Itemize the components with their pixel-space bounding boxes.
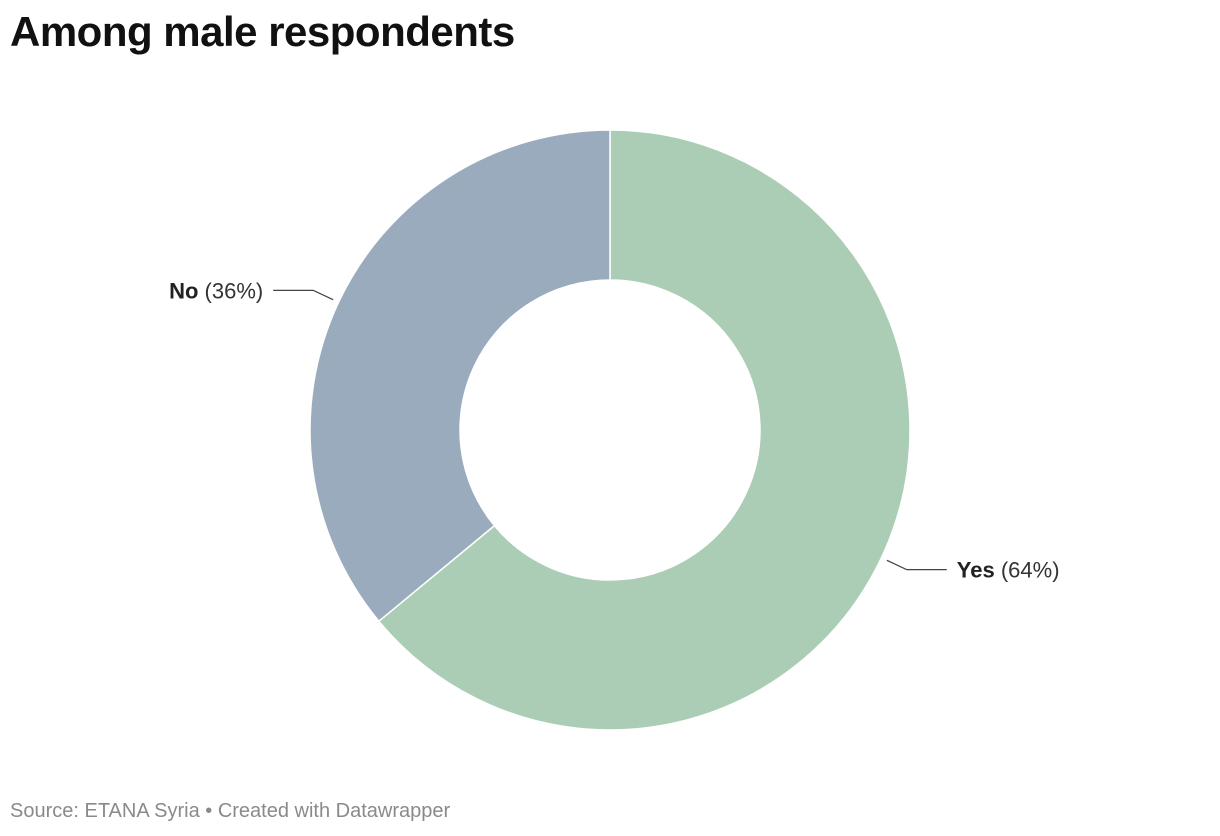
- slice-yes: [377, 129, 911, 731]
- slice-label-value: (36%): [198, 278, 263, 303]
- slice-label-no: No (36%): [169, 278, 263, 303]
- slice-no: [309, 129, 611, 623]
- leader-line-yes: [886, 559, 947, 571]
- slice-label-name: No: [169, 278, 198, 303]
- slice-labels: Yes (64%) No (36%): [169, 278, 1059, 582]
- slice-label-name: Yes: [957, 558, 995, 583]
- leader-line-no: [273, 289, 334, 301]
- slice-label-value: (64%): [995, 558, 1060, 583]
- chart-title: Among male respondents: [10, 8, 515, 55]
- source-footer: Source: ETANA Syria • Created with Dataw…: [10, 800, 451, 822]
- donut-slices: [309, 129, 911, 731]
- slice-label-yes: Yes (64%): [957, 558, 1060, 583]
- leader-lines: [273, 289, 947, 571]
